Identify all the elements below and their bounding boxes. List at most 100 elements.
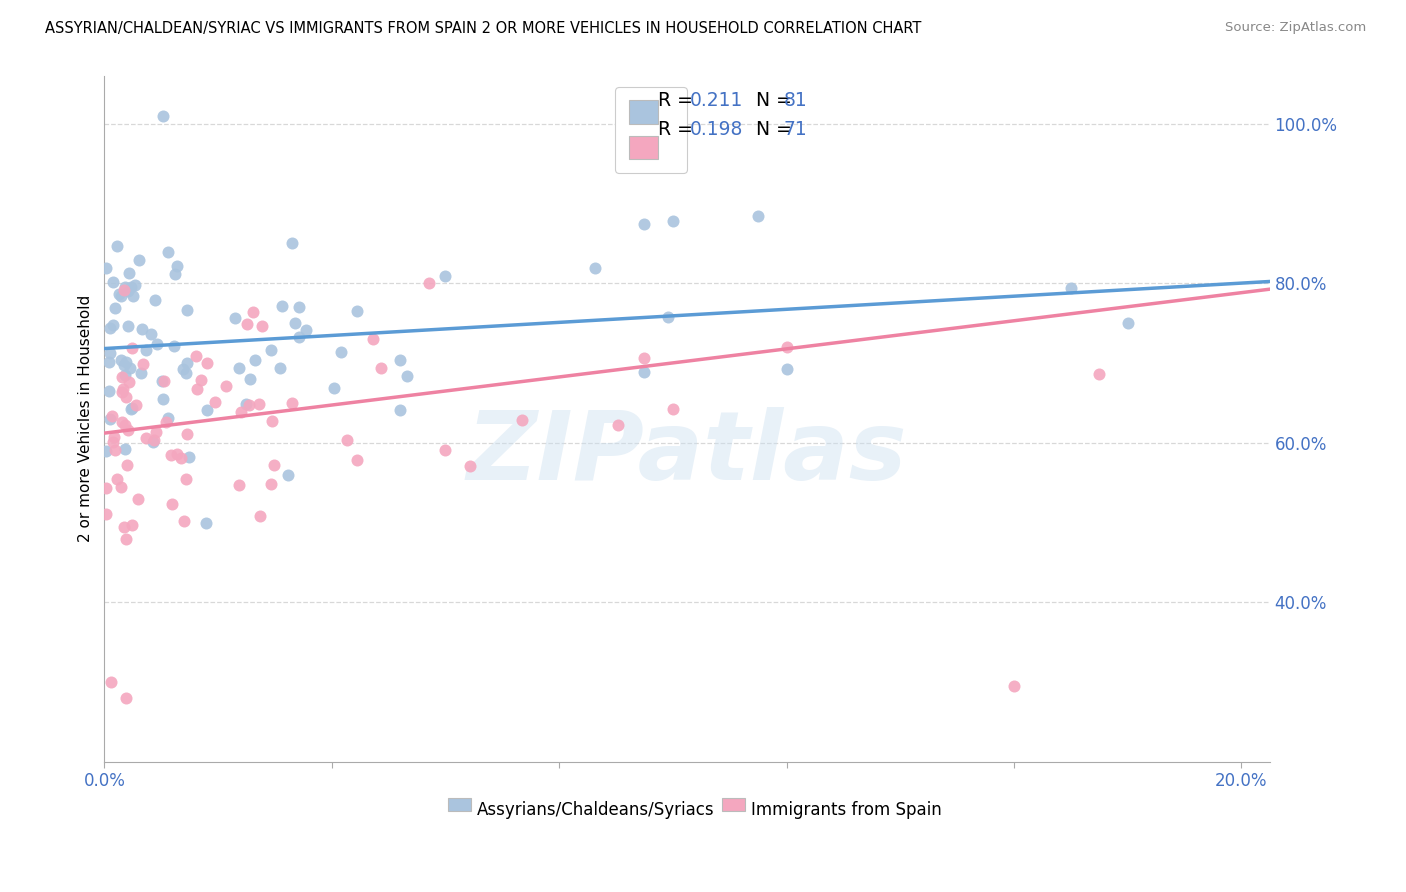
- Point: [131, 322, 153, 336]
- Point: [145, 337, 167, 351]
- Point: [115, 390, 138, 404]
- Point: [204, 395, 226, 409]
- Point: [281, 396, 304, 410]
- Point: [662, 402, 685, 417]
- Point: [1116, 316, 1139, 330]
- Point: [115, 354, 138, 368]
- Point: [1088, 367, 1111, 381]
- Point: [120, 402, 142, 417]
- Point: [322, 381, 344, 395]
- Point: [235, 397, 257, 411]
- Point: [100, 321, 122, 335]
- Point: [1002, 679, 1025, 693]
- FancyBboxPatch shape: [449, 797, 471, 812]
- Text: 0.198: 0.198: [689, 120, 742, 139]
- Point: [122, 289, 145, 303]
- Point: [1060, 281, 1083, 295]
- Point: [103, 430, 125, 444]
- Point: [145, 425, 167, 439]
- Point: [114, 368, 136, 383]
- Point: [163, 339, 186, 353]
- Point: [111, 369, 134, 384]
- Point: [260, 476, 283, 491]
- Point: [101, 435, 124, 450]
- Point: [228, 360, 250, 375]
- Point: [118, 375, 141, 389]
- Point: [174, 472, 197, 486]
- Point: [281, 235, 304, 250]
- Point: [242, 305, 264, 319]
- Point: [141, 326, 163, 341]
- Text: R =: R =: [658, 120, 699, 139]
- Point: [176, 356, 198, 370]
- Point: [108, 286, 131, 301]
- Point: [131, 367, 153, 381]
- Point: [186, 382, 208, 396]
- Point: [284, 316, 307, 330]
- Point: [163, 267, 186, 281]
- Point: [370, 360, 392, 375]
- Point: [269, 360, 291, 375]
- Point: [128, 253, 150, 268]
- Point: [94, 507, 117, 521]
- Point: [121, 401, 143, 415]
- Point: [112, 519, 135, 533]
- Point: [155, 416, 177, 430]
- Point: [101, 318, 124, 332]
- Point: [395, 368, 418, 383]
- Point: [135, 343, 157, 358]
- Point: [775, 340, 797, 354]
- Point: [98, 411, 121, 425]
- Text: N =: N =: [744, 120, 799, 139]
- Point: [190, 373, 212, 387]
- Point: [94, 443, 117, 458]
- Point: [458, 458, 481, 473]
- Point: [346, 452, 368, 467]
- Point: [117, 284, 139, 298]
- Point: [111, 384, 134, 399]
- Point: [110, 480, 132, 494]
- Text: 81: 81: [783, 91, 807, 110]
- Text: Source: ZipAtlas.com: Source: ZipAtlas.com: [1226, 21, 1367, 34]
- Legend: , : ,: [616, 87, 688, 173]
- Point: [150, 375, 173, 389]
- Point: [346, 304, 368, 318]
- Point: [100, 675, 122, 690]
- Point: [271, 299, 294, 313]
- Point: [117, 424, 139, 438]
- Point: [239, 372, 262, 386]
- Point: [105, 239, 128, 253]
- Point: [143, 293, 166, 307]
- Point: [157, 244, 180, 259]
- FancyBboxPatch shape: [723, 797, 745, 812]
- Point: [112, 358, 135, 372]
- Point: [104, 301, 127, 316]
- Text: Immigrants from Spain: Immigrants from Spain: [751, 801, 942, 819]
- Text: ZIPatlas: ZIPatlas: [467, 407, 907, 500]
- Point: [184, 350, 207, 364]
- Point: [174, 366, 197, 380]
- Point: [115, 458, 138, 473]
- Point: [247, 397, 270, 411]
- Point: [170, 450, 193, 465]
- Point: [114, 417, 136, 432]
- Point: [330, 345, 353, 359]
- Point: [262, 414, 284, 428]
- Point: [101, 275, 124, 289]
- Text: R =: R =: [658, 91, 699, 110]
- Point: [111, 415, 134, 429]
- Point: [173, 515, 195, 529]
- Point: [94, 481, 117, 495]
- Point: [135, 431, 157, 445]
- Point: [434, 442, 457, 457]
- Point: [418, 277, 440, 291]
- Point: [263, 458, 285, 473]
- Point: [260, 343, 283, 358]
- Point: [176, 427, 198, 442]
- Point: [172, 362, 194, 376]
- Point: [166, 447, 188, 461]
- Point: [215, 379, 238, 393]
- Point: [510, 413, 533, 427]
- Point: [336, 433, 359, 447]
- Point: [249, 508, 271, 523]
